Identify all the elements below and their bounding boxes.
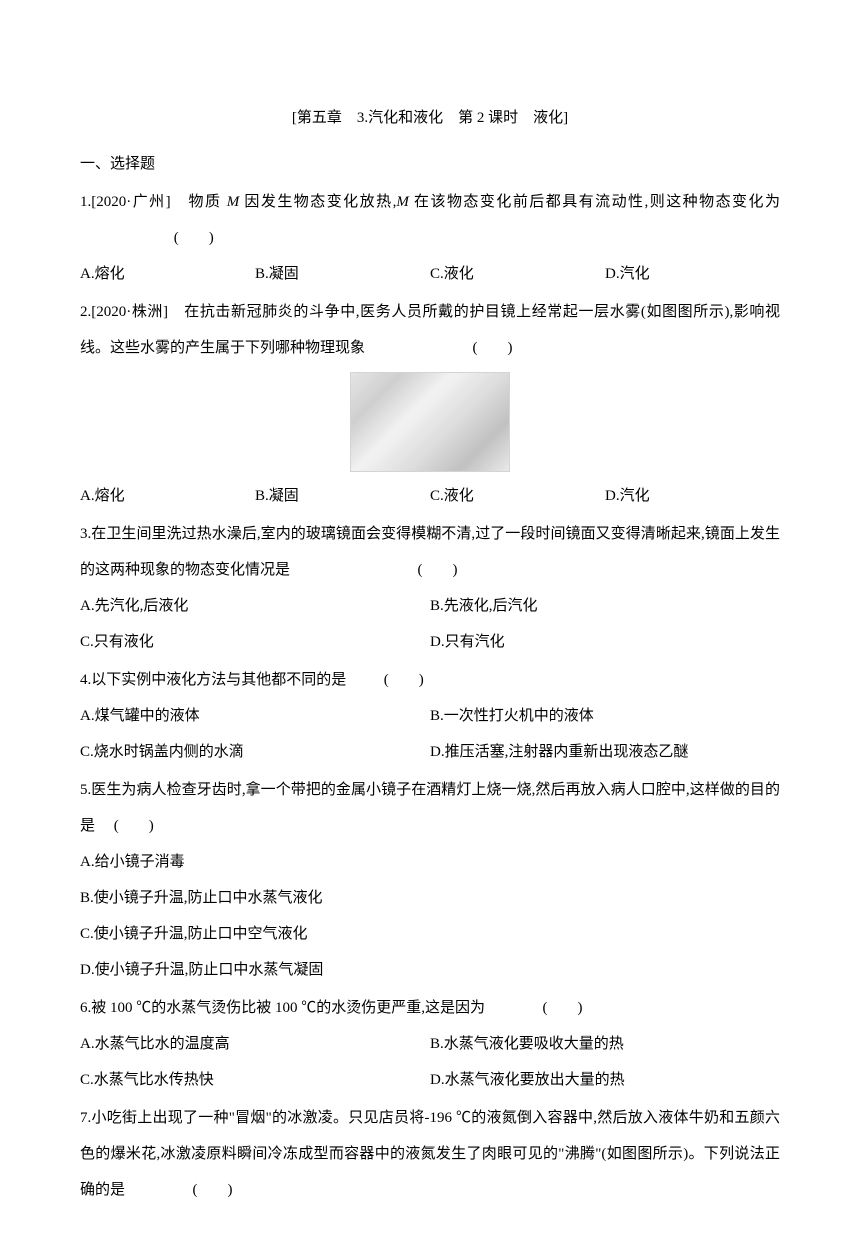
- q1-stem-part1: 1.[2020·广州] 物质: [80, 194, 227, 210]
- q1-stem: 1.[2020·广州] 物质 M 因发生物态变化放热,M 在该物态变化前后都具有…: [80, 184, 780, 256]
- q6-stem: 6.被 100 ℃的水蒸气烫伤比被 100 ℃的水烫伤更严重,这是因为 ( ): [80, 990, 780, 1026]
- answer-blank: ( ): [174, 220, 214, 256]
- q5-stem: 5.医生为病人检查牙齿时,拿一个带把的金属小镜子在酒精灯上烧一烧,然后再放入病人…: [80, 772, 780, 844]
- variable-m: M: [227, 194, 240, 210]
- answer-blank: ( ): [473, 330, 513, 366]
- option-a: A.熔化: [80, 478, 255, 514]
- question-5: 5.医生为病人检查牙齿时,拿一个带把的金属小镜子在酒精灯上烧一烧,然后再放入病人…: [80, 772, 780, 988]
- q6-stem-text: 6.被 100 ℃的水蒸气烫伤比被 100 ℃的水烫伤更严重,这是因为: [80, 1000, 485, 1016]
- option-a: A.先汽化,后液化: [80, 588, 430, 624]
- q1-stem-part3: 在该物态变化前后都具有流动性,则这种物态变化为: [409, 194, 780, 210]
- option-d: D.汽化: [605, 256, 780, 292]
- option-a: A.水蒸气比水的温度高: [80, 1026, 430, 1062]
- question-1: 1.[2020·广州] 物质 M 因发生物态变化放热,M 在该物态变化前后都具有…: [80, 184, 780, 292]
- chapter-title: [第五章 3.汽化和液化 第 2 课时 液化]: [80, 100, 780, 136]
- q3-stem: 3.在卫生间里洗过热水澡后,室内的玻璃镜面会变得模糊不清,过了一段时间镜面又变得…: [80, 516, 780, 588]
- q6-options: A.水蒸气比水的温度高 B.水蒸气液化要吸收大量的热 C.水蒸气比水传热快 D.…: [80, 1026, 780, 1098]
- q5-stem-text: 5.医生为病人检查牙齿时,拿一个带把的金属小镜子在酒精灯上烧一烧,然后再放入病人…: [80, 782, 780, 834]
- option-c: C.使小镜子升温,防止口中空气液化: [80, 916, 780, 952]
- question-3: 3.在卫生间里洗过热水澡后,室内的玻璃镜面会变得模糊不清,过了一段时间镜面又变得…: [80, 516, 780, 660]
- question-4: 4.以下实例中液化方法与其他都不同的是 ( ) A.煤气罐中的液体 B.一次性打…: [80, 662, 780, 770]
- answer-blank: ( ): [543, 990, 583, 1026]
- option-d: D.汽化: [605, 478, 780, 514]
- option-d: D.水蒸气液化要放出大量的热: [430, 1062, 780, 1098]
- q7-stem: 7.小吃街上出现了一种"冒烟"的冰激凌。只见店员将-196 ℃的液氮倒入容器中,…: [80, 1100, 780, 1208]
- option-b: B.使小镜子升温,防止口中水蒸气液化: [80, 880, 780, 916]
- option-a: A.给小镜子消毒: [80, 844, 780, 880]
- option-b: B.先液化,后汽化: [430, 588, 780, 624]
- option-b: B.水蒸气液化要吸收大量的热: [430, 1026, 780, 1062]
- variable-m: M: [396, 194, 409, 210]
- answer-blank: ( ): [193, 1172, 233, 1208]
- q1-stem-part2: 因发生物态变化放热,: [239, 194, 396, 210]
- option-c: C.水蒸气比水传热快: [80, 1062, 430, 1098]
- option-b: B.一次性打火机中的液体: [430, 698, 780, 734]
- option-b: B.凝固: [255, 478, 430, 514]
- answer-blank: ( ): [418, 552, 458, 588]
- answer-blank: ( ): [384, 662, 424, 698]
- option-a: A.煤气罐中的液体: [80, 698, 430, 734]
- q7-stem-text: 7.小吃街上出现了一种"冒烟"的冰激凌。只见店员将-196 ℃的液氮倒入容器中,…: [80, 1110, 780, 1198]
- answer-blank: ( ): [114, 808, 154, 844]
- q4-stem-text: 4.以下实例中液化方法与其他都不同的是: [80, 672, 346, 688]
- q2-figure-goggles: [350, 372, 510, 472]
- q4-stem: 4.以下实例中液化方法与其他都不同的是 ( ): [80, 662, 780, 698]
- q4-options: A.煤气罐中的液体 B.一次性打火机中的液体 C.烧水时锅盖内侧的水滴 D.推压…: [80, 698, 780, 770]
- q2-options: A.熔化 B.凝固 C.液化 D.汽化: [80, 478, 780, 514]
- q2-stem: 2.[2020·株洲] 在抗击新冠肺炎的斗争中,医务人员所戴的护目镜上经常起一层…: [80, 294, 780, 366]
- section-heading: 一、选择题: [80, 146, 780, 182]
- option-b: B.凝固: [255, 256, 430, 292]
- option-c: C.液化: [430, 256, 605, 292]
- option-d: D.使小镜子升温,防止口中水蒸气凝固: [80, 952, 780, 988]
- q1-options: A.熔化 B.凝固 C.液化 D.汽化: [80, 256, 780, 292]
- option-d: D.推压活塞,注射器内重新出现液态乙醚: [430, 734, 780, 770]
- option-d: D.只有汽化: [430, 624, 780, 660]
- question-7: 7.小吃街上出现了一种"冒烟"的冰激凌。只见店员将-196 ℃的液氮倒入容器中,…: [80, 1100, 780, 1208]
- question-6: 6.被 100 ℃的水蒸气烫伤比被 100 ℃的水烫伤更严重,这是因为 ( ) …: [80, 990, 780, 1098]
- option-c: C.只有液化: [80, 624, 430, 660]
- q5-options: A.给小镜子消毒 B.使小镜子升温,防止口中水蒸气液化 C.使小镜子升温,防止口…: [80, 844, 780, 988]
- question-2: 2.[2020·株洲] 在抗击新冠肺炎的斗争中,医务人员所戴的护目镜上经常起一层…: [80, 294, 780, 514]
- option-a: A.熔化: [80, 256, 255, 292]
- q2-stem-text: 2.[2020·株洲] 在抗击新冠肺炎的斗争中,医务人员所戴的护目镜上经常起一层…: [80, 304, 780, 356]
- option-c: C.液化: [430, 478, 605, 514]
- q3-options: A.先汽化,后液化 B.先液化,后汽化 C.只有液化 D.只有汽化: [80, 588, 780, 660]
- option-c: C.烧水时锅盖内侧的水滴: [80, 734, 430, 770]
